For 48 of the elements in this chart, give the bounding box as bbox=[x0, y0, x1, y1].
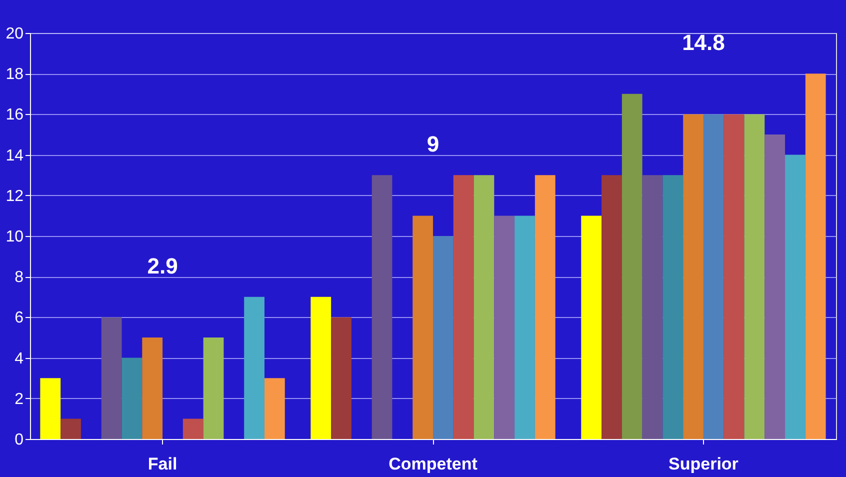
bar bbox=[581, 216, 602, 439]
x-tick-label: Competent bbox=[388, 454, 478, 474]
bar bbox=[514, 216, 535, 439]
annotation: 2.9 bbox=[147, 253, 178, 278]
x-tick-label: Fail bbox=[148, 454, 178, 474]
y-tick-label: 12 bbox=[6, 188, 24, 205]
bar bbox=[40, 378, 61, 439]
bar bbox=[264, 378, 285, 439]
bar bbox=[182, 418, 204, 439]
bar bbox=[703, 114, 724, 439]
y-tick-label: 4 bbox=[14, 350, 24, 368]
y-tick-label: 6 bbox=[14, 310, 24, 327]
bar bbox=[433, 236, 454, 439]
bar bbox=[101, 317, 122, 439]
bar bbox=[244, 296, 264, 439]
bar bbox=[453, 175, 474, 439]
bar bbox=[805, 74, 826, 439]
bar bbox=[764, 134, 786, 439]
y-tick-label: 20 bbox=[6, 26, 24, 42]
bar bbox=[203, 338, 224, 439]
annotation: 14.8 bbox=[682, 30, 725, 56]
bar bbox=[642, 175, 663, 439]
bar bbox=[372, 175, 392, 439]
bar bbox=[474, 175, 494, 439]
y-tick-label: 18 bbox=[6, 66, 24, 84]
y-tick-label: 8 bbox=[14, 269, 24, 286]
annotation: 9 bbox=[426, 132, 440, 157]
x-tick-label: Superior bbox=[668, 454, 739, 474]
bar bbox=[683, 114, 704, 439]
bar bbox=[310, 296, 332, 439]
bar bbox=[785, 154, 806, 439]
bar bbox=[412, 216, 433, 439]
bar bbox=[602, 175, 622, 439]
bar bbox=[724, 114, 744, 439]
bar bbox=[622, 94, 642, 439]
bar bbox=[534, 175, 556, 439]
bar bbox=[122, 358, 142, 439]
y-tick-label: 2 bbox=[14, 390, 24, 408]
y-tick-label: 14 bbox=[6, 147, 24, 164]
y-tick-label: 10 bbox=[6, 228, 24, 246]
bar bbox=[494, 216, 515, 439]
y-tick-label: 0 bbox=[14, 432, 24, 448]
y-tick-label: 16 bbox=[6, 106, 24, 124]
bar bbox=[60, 418, 81, 439]
bar bbox=[142, 338, 163, 439]
bar bbox=[662, 175, 684, 439]
bar bbox=[744, 114, 765, 439]
bar bbox=[331, 317, 352, 439]
